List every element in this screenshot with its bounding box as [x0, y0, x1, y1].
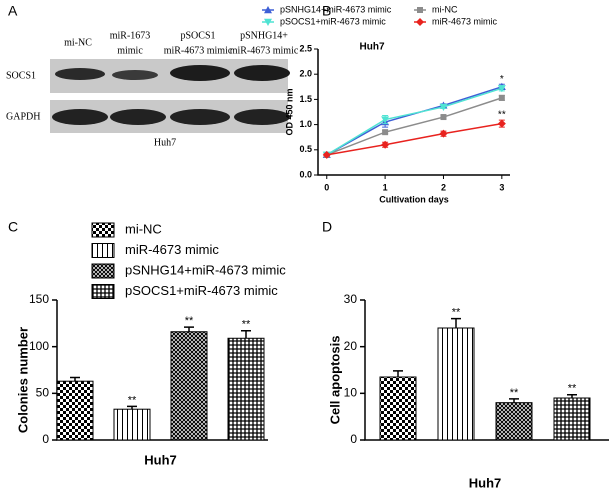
y-tick-label: 20: [344, 339, 358, 353]
row-label: GAPDH: [6, 111, 40, 122]
bar: [56, 380, 94, 441]
lane-label: miR-1673: [110, 30, 151, 41]
row-label: SOCS1: [6, 70, 36, 81]
lane-label: miR-4673 mimic: [230, 45, 299, 56]
data-point: [497, 119, 506, 128]
panel-label: D: [322, 219, 332, 235]
x-tick-label: Huh7: [469, 475, 502, 490]
significance: **: [510, 387, 519, 399]
blot-caption: Huh7: [154, 137, 176, 148]
y-tick-label: 0: [42, 432, 49, 446]
data-point: [382, 129, 389, 136]
significance: **: [568, 383, 577, 395]
legend-label: pSOCS1+miR-4673 mimic: [125, 283, 278, 298]
y-tick-label: 30: [344, 292, 358, 306]
y-tick-label: 10: [344, 386, 358, 400]
data-point: [498, 94, 505, 101]
x-tick-label: 0: [324, 182, 329, 192]
bar: [495, 402, 533, 441]
legend-label: mi-NC: [432, 4, 458, 14]
chart-title: Huh7: [360, 42, 385, 53]
data-point: [439, 103, 448, 111]
legend-swatch: [91, 243, 115, 258]
y-tick-label: 100: [29, 339, 49, 353]
y-tick-label: 150: [29, 292, 49, 306]
axis: [317, 49, 510, 176]
y-tick-label: 1.5: [299, 94, 312, 104]
bar: [113, 408, 151, 441]
x-axis-label: Cultivation days: [379, 194, 449, 204]
significance: **: [128, 394, 137, 406]
error-bar: [509, 398, 519, 403]
data-line: [326, 97, 503, 156]
data-line: [326, 122, 502, 156]
legend-swatch: [91, 284, 115, 299]
legend-marker: [416, 18, 424, 26]
y-tick-label: 50: [36, 386, 50, 400]
significance: **: [498, 110, 506, 121]
x-tick-label: 3: [499, 182, 504, 192]
lane-label: mi-NC: [64, 37, 92, 48]
legend-label: miR-4673 mimic: [125, 242, 219, 257]
y-axis-label: Colonies number: [15, 327, 30, 433]
legend-swatch: [91, 222, 115, 238]
legend-swatch: [91, 263, 115, 279]
error-bar: [184, 326, 194, 332]
significance: **: [242, 319, 251, 331]
panel-label: B: [322, 3, 331, 19]
bar: [227, 337, 265, 441]
data-point: [440, 114, 447, 121]
x-tick-label: Huh7: [144, 452, 177, 467]
legend-label: miR-4673 mimic: [432, 16, 498, 26]
bar: [437, 327, 475, 441]
panel-label: A: [8, 3, 18, 19]
bar: [170, 331, 208, 441]
lane-label: pSOCS1: [180, 30, 215, 41]
error-bar: [451, 317, 461, 328]
x-tick-label: 2: [441, 182, 446, 192]
legend-label: mi-NC: [125, 221, 162, 236]
lane-label: mimic: [117, 45, 143, 56]
error-bar: [393, 370, 403, 377]
legend-label: pSNHG14+miR-4673 mimic: [280, 4, 392, 14]
data-point: [322, 150, 331, 159]
legend-label: pSNHG14+miR-4673 mimic: [125, 262, 286, 277]
significance: **: [185, 315, 194, 327]
legend-marker: [417, 7, 423, 13]
bar: [553, 397, 591, 441]
blot-image: [50, 59, 290, 133]
y-tick-label: 0.5: [299, 144, 312, 154]
y-axis-label: OD 450 nm: [284, 88, 294, 135]
bar: [379, 376, 417, 441]
legend-label: pSOCS1+miR-4673 mimic: [280, 16, 386, 26]
y-tick-label: 2.5: [299, 43, 312, 53]
data-point: [439, 129, 448, 138]
panel-label: C: [8, 219, 18, 235]
y-tick-label: 1.0: [299, 119, 312, 129]
error-bar: [567, 393, 577, 398]
significance: *: [500, 74, 504, 85]
lane-label: pSNHG14+: [240, 30, 288, 41]
lane-label: miR-4673 mimic: [164, 45, 233, 56]
data-point: [497, 85, 506, 93]
significance: **: [452, 307, 461, 319]
legend-marker: [264, 6, 272, 14]
data-point: [381, 116, 390, 124]
error-bar: [241, 330, 251, 339]
error-bar: [70, 376, 80, 382]
data-point: [381, 140, 390, 149]
y-tick-label: 2.0: [299, 69, 312, 79]
y-tick-label: 0.0: [299, 169, 312, 179]
data-line: [326, 87, 503, 156]
y-tick-label: 0: [350, 432, 357, 446]
legend-marker: [264, 18, 272, 26]
y-axis-label: Cell apoptosis: [327, 336, 342, 425]
x-tick-label: 1: [383, 182, 388, 192]
